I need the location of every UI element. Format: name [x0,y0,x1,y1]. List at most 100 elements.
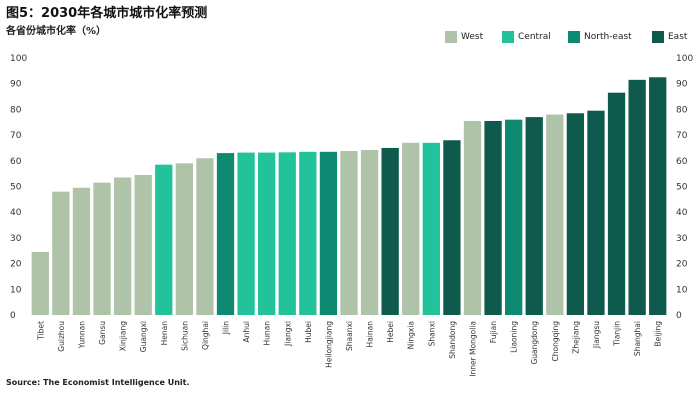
y-tick-label-left: 70 [10,131,22,141]
legend-swatch-west [445,31,457,43]
x-tick-label: Shandong [448,321,457,359]
y-tick-label-left: 40 [10,208,22,218]
x-tick-label: Hubei [304,321,313,343]
legend-item-west: West [445,30,483,44]
y-tick-label-left: 0 [10,311,16,321]
x-tick-label: Jiangxi [283,321,292,347]
bar-hainan [360,150,379,315]
x-tick-label: Qinghai [201,321,210,350]
x-tick-label: Shaanxi [345,321,354,351]
legend-label-north-east: North-east [584,32,632,42]
bar-ningxia [402,142,420,315]
y-tick-label-right: 70 [676,131,688,141]
y-tick-label-right: 20 [676,260,688,270]
bar-yunnan [72,187,91,315]
y-tick-label-left: 10 [10,285,22,295]
y-tick-label-right: 30 [676,234,688,244]
x-tick-label: Heilongjiang [324,321,333,368]
x-tick-label: Shanghai [633,321,642,356]
y-tick-label-right: 90 [676,80,688,90]
bar-jilin [216,153,235,315]
x-tick-label: Chongqing [551,321,560,362]
legend-label-east: East [668,32,688,42]
legend-item-central: Central [502,30,551,44]
bar-tianjin [607,92,626,315]
y-tick-label-left: 60 [10,157,22,167]
y-tick-label-left: 100 [10,54,27,64]
legend-swatch-north-east [568,31,580,43]
y-tick-label-left: 50 [10,183,22,193]
bar-guizhou [52,191,70,315]
x-tick-label: Zhejiang [571,321,580,354]
y-tick-label-left: 80 [10,105,22,115]
bar-henan [155,164,173,315]
bar-chongqing [546,114,564,315]
y-tick-label-right: 10 [676,285,688,295]
bar-xinjiang [113,177,132,315]
bar-beijing [649,77,667,316]
x-tick-label: Henan [160,321,169,346]
x-tick-label: Hainan [366,321,375,348]
bar-tibet [31,252,49,315]
x-tick-label: Gansu [98,321,107,345]
y-tick-label-right: 100 [676,54,693,64]
x-tick-label: Guangxi [139,321,148,352]
y-tick-label-right: 80 [676,105,688,115]
y-axis-label: 各省份城市化率（%） [6,26,107,37]
x-tick-label: Liaoning [510,321,519,353]
y-tick-label-left: 30 [10,234,22,244]
legend-item-north-east: North-east [568,30,632,44]
bar-qinghai [196,158,214,315]
x-tick-label: Tibet [36,321,45,341]
x-tick-label: Guizhou [57,321,66,352]
bar-shanghai [628,79,646,315]
x-tick-label: Guangdong [530,321,539,365]
x-tick-label: Jiangsu [592,321,601,349]
legend-label-central: Central [518,32,551,42]
y-tick-label-right: 0 [676,311,682,321]
bar-heilongjiang [319,151,338,315]
y-tick-label-left: 90 [10,80,22,90]
bar-sichuan [175,163,193,315]
x-tick-label: Jilin [222,321,231,335]
bar-gansu [93,182,111,315]
legend-item-east: East [652,30,687,44]
bar-shanxi [422,142,440,315]
y-tick-label-right: 40 [676,208,688,218]
legend-swatch-central [502,31,514,43]
bar-liaoning [505,119,523,316]
x-tick-label: Tianjin [613,321,622,347]
bar-hebei [381,147,399,315]
bar-inner-mongolia [463,120,482,315]
x-tick-label: Anhui [242,321,251,342]
bar-zhejiang [566,113,585,315]
chart-title: 图5：2030年各城市城市化率预测 [6,6,208,21]
x-tick-label: Inner Mongolia [468,321,477,377]
y-tick-label-right: 60 [676,157,688,167]
bar-hubei [299,151,317,315]
bar-shaanxi [340,151,358,315]
source-note: Source: The Economist Intelligence Unit. [6,378,190,387]
bar-shandong [443,140,461,315]
bar-hunan [258,152,276,315]
legend-label-west: West [461,32,484,42]
x-tick-label: Hebei [386,321,395,343]
x-tick-label: Hunan [263,321,272,346]
x-tick-label: Shanxi [427,321,436,346]
x-tick-label: Fujian [489,321,498,343]
bar-guangxi [134,174,152,315]
y-tick-label-left: 20 [10,260,22,270]
x-tick-label: Xinjiang [119,321,128,351]
x-tick-label: Ningxia [407,321,416,349]
legend-swatch-east [652,31,664,43]
legend: West Central North-east East [0,30,700,44]
bar-anhui [237,152,255,315]
bar-fujian [484,120,502,315]
x-tick-label: Yunnan [77,321,86,350]
x-tick-label: Sichuan [180,321,189,351]
bar-guangdong [525,117,543,315]
bar-jiangsu [587,110,605,315]
x-tick-label: Beijing [654,321,663,347]
bar-jiangxi [278,152,296,315]
